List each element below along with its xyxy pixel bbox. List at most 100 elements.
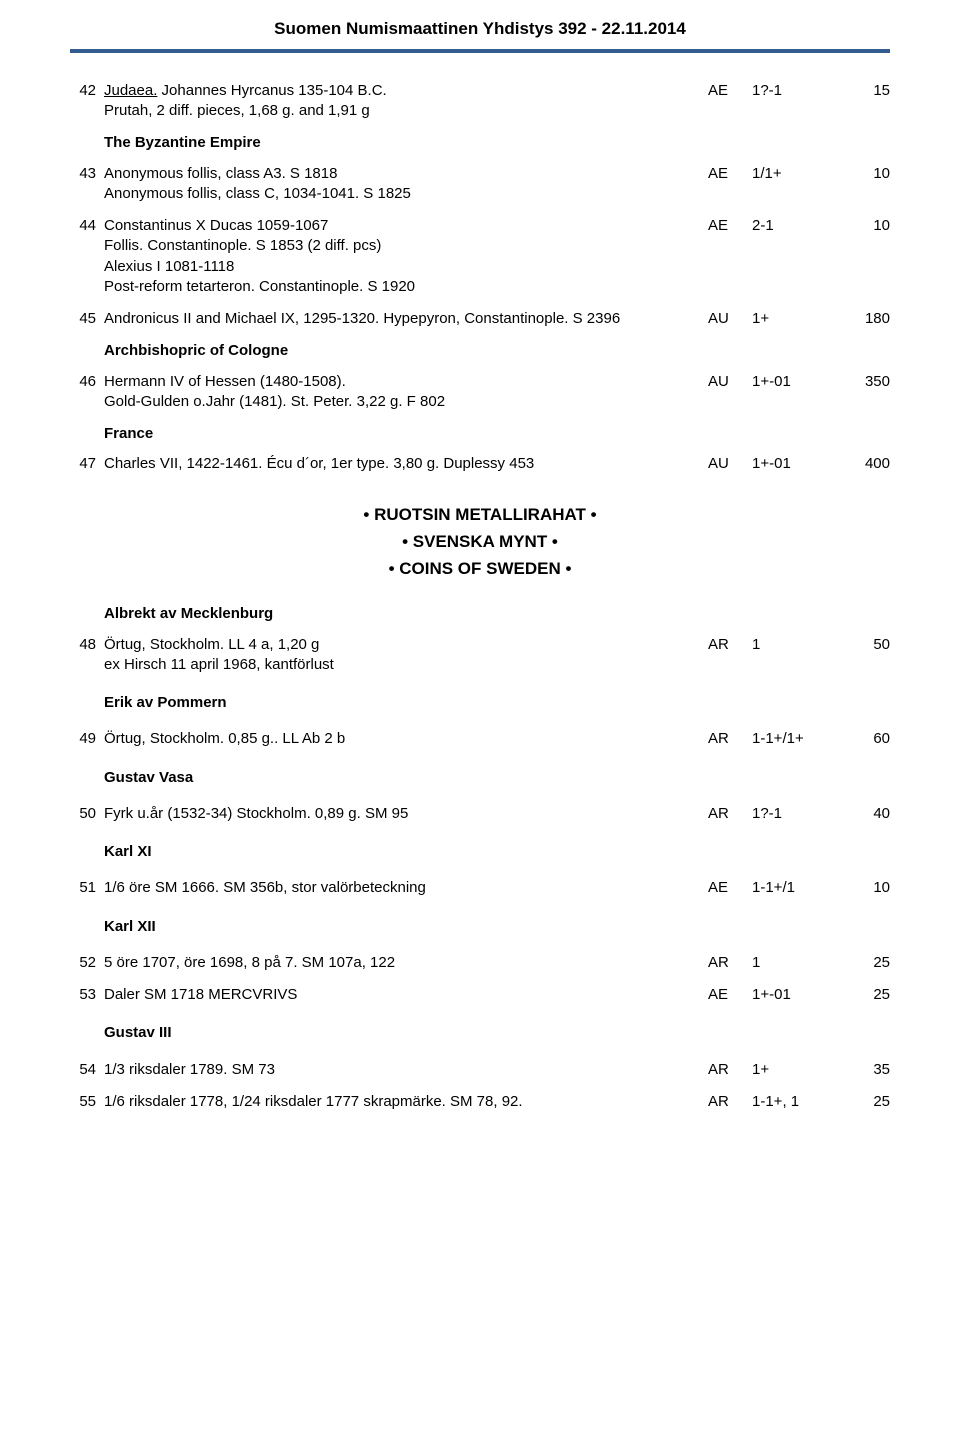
lot-price: 10 <box>836 216 890 236</box>
lot-price: 400 <box>836 454 890 474</box>
lot-row: 42Judaea. Johannes Hyrcanus 135-104 B.C.… <box>70 81 890 122</box>
lot-row: 46Hermann IV of Hessen (1480-1508).Gold-… <box>70 372 890 413</box>
lot-number: 55 <box>70 1092 104 1112</box>
header-rule <box>70 49 890 53</box>
lot-metal: AR <box>708 1092 752 1112</box>
lot-grade: 1+-01 <box>752 372 836 392</box>
section-heading: Erik av Pommern <box>70 687 890 719</box>
lot-grade: 1?-1 <box>752 81 836 101</box>
heading-line: • SVENSKA MYNT • <box>70 528 890 555</box>
lot-description: Örtug, Stockholm. LL 4 a, 1,20 gex Hirsc… <box>104 635 708 676</box>
lot-grade: 2-1 <box>752 216 836 236</box>
coins-sweden-heading: • RUOTSIN METALLIRAHAT •• SVENSKA MYNT •… <box>70 501 890 583</box>
lot-price: 40 <box>836 804 890 824</box>
lot-number: 44 <box>70 216 104 236</box>
section-heading: Karl XII <box>70 911 890 943</box>
lot-description: Anonymous follis, class A3. S 1818Anonym… <box>104 164 708 205</box>
lot-grade: 1 <box>752 953 836 973</box>
lot-number: 52 <box>70 953 104 973</box>
lot-row: 525 öre 1707, öre 1698, 8 på 7. SM 107a,… <box>70 953 890 973</box>
lot-metal: AU <box>708 454 752 474</box>
section-label: Karl XII <box>104 917 156 937</box>
lot-row: 53Daler SM 1718 MERCVRIVSAE1+-0125 <box>70 985 890 1005</box>
lot-number: 50 <box>70 804 104 824</box>
lot-grade: 1+-01 <box>752 985 836 1005</box>
lot-metal: AE <box>708 164 752 184</box>
lot-grade: 1-1+/1 <box>752 878 836 898</box>
lot-description: Daler SM 1718 MERCVRIVS <box>104 985 708 1005</box>
lot-grade: 1+-01 <box>752 454 836 474</box>
section-label: Erik av Pommern <box>104 693 227 713</box>
lot-number: 45 <box>70 309 104 329</box>
heading-line: • RUOTSIN METALLIRAHAT • <box>70 501 890 528</box>
section-heading: Gustav III <box>70 1017 890 1049</box>
lot-grade: 1?-1 <box>752 804 836 824</box>
lot-description: 1/6 riksdaler 1778, 1/24 riksdaler 1777 … <box>104 1092 708 1112</box>
lot-row: 551/6 riksdaler 1778, 1/24 riksdaler 177… <box>70 1092 890 1112</box>
section-label: Gustav III <box>104 1023 172 1043</box>
lot-number: 42 <box>70 81 104 101</box>
lot-metal: AR <box>708 804 752 824</box>
section-heading: Archbishopric of Cologne <box>70 341 890 361</box>
lot-number: 53 <box>70 985 104 1005</box>
section-heading: Gustav Vasa <box>70 762 890 794</box>
lot-description: 1/6 öre SM 1666. SM 356b, stor valörbete… <box>104 878 708 898</box>
lot-grade: 1/1+ <box>752 164 836 184</box>
lot-metal: AR <box>708 729 752 749</box>
section-label: Archbishopric of Cologne <box>104 341 288 361</box>
lot-price: 350 <box>836 372 890 392</box>
lot-grade: 1-1+, 1 <box>752 1092 836 1112</box>
lot-description: 5 öre 1707, öre 1698, 8 på 7. SM 107a, 1… <box>104 953 708 973</box>
heading-line: • COINS OF SWEDEN • <box>70 555 890 582</box>
section-label: Karl XI <box>104 842 152 862</box>
section-heading: Karl XI <box>70 836 890 868</box>
lot-metal: AU <box>708 309 752 329</box>
lot-metal: AR <box>708 1060 752 1080</box>
lot-metal: AR <box>708 635 752 655</box>
lot-price: 25 <box>836 953 890 973</box>
lot-price: 35 <box>836 1060 890 1080</box>
lot-description: Charles VII, 1422-1461. Écu d´or, 1er ty… <box>104 454 708 474</box>
page-title: Suomen Numismaattinen Yhdistys 392 - 22.… <box>70 18 890 41</box>
lot-number: 47 <box>70 454 104 474</box>
lot-row: 44Constantinus X Ducas 1059-1067Follis. … <box>70 216 890 297</box>
lot-price: 180 <box>836 309 890 329</box>
lot-row: 47Charles VII, 1422-1461. Écu d´or, 1er … <box>70 454 890 474</box>
lot-row: 48Örtug, Stockholm. LL 4 a, 1,20 gex Hir… <box>70 635 890 676</box>
section-heading: Albrekt av Mecklenburg <box>70 604 890 624</box>
lot-row: 511/6 öre SM 1666. SM 356b, stor valörbe… <box>70 878 890 898</box>
lot-number: 43 <box>70 164 104 184</box>
section-label: Albrekt av Mecklenburg <box>104 604 273 624</box>
lot-row: 541/3 riksdaler 1789. SM 73AR1+35 <box>70 1060 890 1080</box>
lot-description: Constantinus X Ducas 1059-1067Follis. Co… <box>104 216 708 297</box>
lot-description: Hermann IV of Hessen (1480-1508).Gold-Gu… <box>104 372 708 413</box>
section-label: France <box>104 424 153 444</box>
lot-description: Judaea. Johannes Hyrcanus 135-104 B.C.Pr… <box>104 81 708 122</box>
section-label: The Byzantine Empire <box>104 133 261 153</box>
lot-metal: AU <box>708 372 752 392</box>
section-label: Gustav Vasa <box>104 768 193 788</box>
lot-price: 10 <box>836 164 890 184</box>
lot-number: 49 <box>70 729 104 749</box>
lot-grade: 1-1+/1+ <box>752 729 836 749</box>
lot-grade: 1 <box>752 635 836 655</box>
lot-grade: 1+ <box>752 309 836 329</box>
lot-metal: AR <box>708 953 752 973</box>
lot-row: 49Örtug, Stockholm. 0,85 g.. LL Ab 2 bAR… <box>70 729 890 749</box>
lot-price: 60 <box>836 729 890 749</box>
lot-row: 45Andronicus II and Michael IX, 1295-132… <box>70 309 890 329</box>
lot-row: 43Anonymous follis, class A3. S 1818Anon… <box>70 164 890 205</box>
lot-description: Örtug, Stockholm. 0,85 g.. LL Ab 2 b <box>104 729 708 749</box>
lot-price: 25 <box>836 1092 890 1112</box>
lot-description: Fyrk u.år (1532-34) Stockholm. 0,89 g. S… <box>104 804 708 824</box>
lot-metal: AE <box>708 81 752 101</box>
lot-metal: AE <box>708 878 752 898</box>
lot-grade: 1+ <box>752 1060 836 1080</box>
lot-number: 48 <box>70 635 104 655</box>
lot-price: 25 <box>836 985 890 1005</box>
lot-metal: AE <box>708 216 752 236</box>
lot-description: 1/3 riksdaler 1789. SM 73 <box>104 1060 708 1080</box>
section-heading: France <box>70 424 890 444</box>
lot-description: Andronicus II and Michael IX, 1295-1320.… <box>104 309 708 329</box>
lot-price: 15 <box>836 81 890 101</box>
